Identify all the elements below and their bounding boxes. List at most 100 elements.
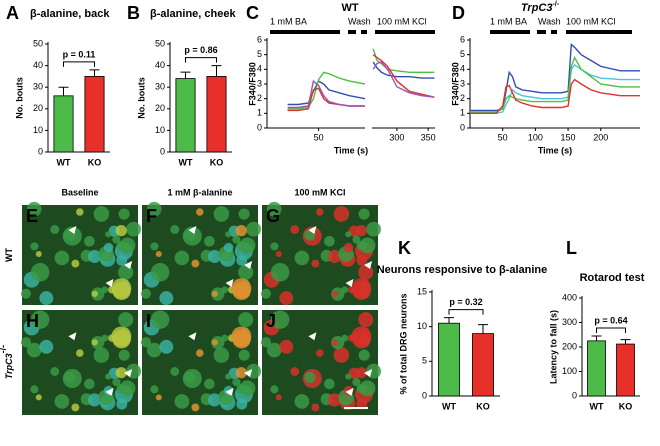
cell <box>146 201 162 217</box>
cell <box>235 367 247 379</box>
cell <box>213 347 230 363</box>
cell <box>311 259 320 268</box>
cell <box>207 249 222 264</box>
cell <box>358 208 370 220</box>
y-tick-label: 5 <box>460 49 465 59</box>
y-tick-label: 40 <box>33 60 43 70</box>
arrowhead <box>188 226 197 234</box>
x-tick-label: 200 <box>593 132 608 142</box>
cell <box>324 235 335 247</box>
y-tick-label: 0 <box>572 390 577 400</box>
cell <box>236 398 248 410</box>
cell <box>116 254 128 266</box>
panel-label: B <box>127 3 140 23</box>
y-tick-label: 6 <box>460 34 465 44</box>
cell <box>279 339 294 354</box>
y-axis-label: Latency to fall (s) <box>548 310 558 384</box>
x-tick-label: 50 <box>498 132 508 142</box>
y-tick-label: 6 <box>257 34 262 44</box>
bar <box>587 340 606 397</box>
cell <box>260 337 272 348</box>
arrowhead <box>225 279 234 287</box>
cell <box>211 339 218 346</box>
stimulus-bar <box>537 30 546 34</box>
panel-label: I <box>146 311 151 331</box>
y-tick-label: 100 <box>562 366 577 376</box>
cell <box>343 242 354 253</box>
cell <box>191 403 200 412</box>
cell <box>213 206 230 222</box>
error-bar <box>58 86 69 96</box>
y-tick-label: 50 <box>155 38 165 48</box>
arrowhead <box>105 279 114 287</box>
title-text: TrpC3 <box>521 2 553 14</box>
cell <box>118 264 134 280</box>
arrowhead <box>308 332 317 341</box>
cell <box>204 378 215 390</box>
y-tick-label: 0 <box>38 146 43 156</box>
cell <box>270 263 290 282</box>
y-tick-label: 20 <box>33 103 43 113</box>
cell <box>115 225 127 237</box>
y-tick-label: 4 <box>460 64 465 74</box>
y-axis-label: No. bouts <box>136 77 146 119</box>
chart-title: Rotarod test <box>580 272 645 284</box>
row-label-superscript: -/- <box>0 345 8 354</box>
y-tick-label: 30 <box>33 82 43 92</box>
stimulus-bar <box>348 30 356 34</box>
x-tick-label: 350 <box>421 132 436 142</box>
p-value: p = 0.32 <box>449 297 482 307</box>
x-tick-label: 100 <box>528 132 543 142</box>
cell <box>231 278 252 299</box>
cell <box>39 339 54 354</box>
arrowhead <box>345 279 354 287</box>
cell <box>140 288 152 299</box>
cell <box>324 378 335 390</box>
x-tick-label: KO <box>619 401 633 411</box>
cell <box>235 225 247 237</box>
x-tick-label: KO <box>88 157 102 167</box>
title-text: β-alanine, cheek <box>150 8 236 20</box>
cell <box>236 383 246 394</box>
y-tick-label: 40 <box>155 60 165 70</box>
cell <box>266 201 282 217</box>
x-tick-label: WT <box>57 157 71 167</box>
arrowhead <box>244 261 253 269</box>
cell <box>231 326 252 347</box>
cell <box>71 403 80 412</box>
cell <box>150 385 159 394</box>
bar <box>206 76 227 153</box>
title-text: Neurons responsive to β-alanine <box>377 264 548 276</box>
cell <box>366 221 382 237</box>
cell <box>266 342 282 358</box>
y-tick-label: 1 <box>460 108 465 118</box>
cell <box>279 291 294 306</box>
cell <box>225 373 232 380</box>
error-bar <box>211 65 222 77</box>
cell <box>352 235 361 244</box>
y-tick-label: 0 <box>257 122 262 132</box>
cell <box>140 337 152 348</box>
x-tick-label: 150 <box>561 132 576 142</box>
cell <box>275 250 282 258</box>
cell <box>20 337 32 348</box>
cell <box>275 394 282 401</box>
cell <box>174 394 190 409</box>
y-tick-label: 10 <box>33 125 43 135</box>
cell <box>30 310 50 329</box>
cell <box>184 371 196 383</box>
cell <box>39 291 54 306</box>
cell <box>358 264 374 280</box>
cell <box>331 339 338 346</box>
y-tick-label: 5 <box>257 49 262 59</box>
y-tick-label: 10 <box>417 321 427 331</box>
cell <box>327 393 342 407</box>
y-tick-label: 5 <box>422 356 427 366</box>
y-tick-label: 1 <box>257 108 262 118</box>
y-tick-label: 400 <box>562 292 577 302</box>
panel-label: H <box>26 311 39 331</box>
cell <box>351 326 372 347</box>
chart-title: β-alanine, cheek <box>150 8 236 20</box>
title-text: β-alanine, back <box>30 8 110 20</box>
